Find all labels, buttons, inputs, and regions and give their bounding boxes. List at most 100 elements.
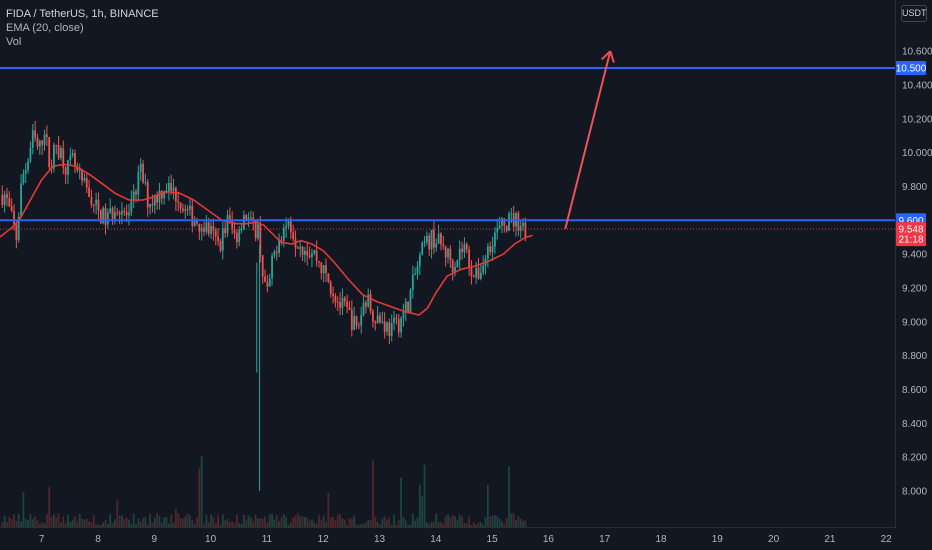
price-tick-label: 9.400 — [902, 250, 927, 261]
candle-body — [266, 281, 269, 287]
candle-body — [343, 297, 346, 302]
volume-bar — [517, 516, 520, 527]
volume-bar — [22, 492, 25, 527]
volume-bar — [451, 514, 454, 527]
volume-bar — [369, 520, 372, 527]
candle-body — [381, 321, 384, 323]
price-tick-label: 8.400 — [902, 419, 927, 430]
time-axis[interactable]: 7 8 9 10 11 12 13 14 15 16 17 18 19 20 21 22 — [39, 534, 892, 545]
volume-bar — [71, 520, 74, 527]
time-tick-label: 9 — [152, 534, 158, 545]
candle-body — [99, 210, 102, 224]
candle-body — [247, 218, 250, 220]
volume-bar — [379, 524, 381, 527]
candle-body — [29, 147, 32, 161]
candle-body — [217, 236, 220, 242]
time-tick-label: 16 — [543, 534, 555, 545]
volume-bar — [92, 515, 95, 527]
price-axis[interactable]: 10.600 10.400 10.200 10.000 9.800 9.400 9.200 9… — [902, 47, 932, 498]
candle-body — [508, 213, 510, 231]
volume-bar — [24, 518, 27, 527]
currency-badge[interactable]: USDT — [901, 5, 927, 22]
candle-body — [257, 224, 259, 239]
volume-bar — [111, 522, 114, 527]
price-label-badge — [896, 61, 926, 75]
volume-bar — [372, 460, 374, 527]
volume-bar — [501, 521, 503, 527]
volume-bar — [414, 520, 417, 527]
candle-body — [83, 178, 86, 181]
volume-bar — [6, 522, 8, 527]
candle-body — [458, 248, 461, 261]
candle-body — [275, 251, 278, 253]
volume-bar — [357, 524, 360, 527]
volume-bar — [468, 516, 471, 527]
volume-bar — [322, 516, 325, 527]
volume-bar — [470, 524, 473, 527]
volume-bar — [325, 521, 327, 527]
candle-body — [364, 302, 367, 307]
volume-bar — [165, 516, 168, 527]
candle-body — [224, 228, 227, 234]
time-tick-label: 15 — [487, 534, 499, 545]
volume-indicator-label[interactable]: Vol — [6, 36, 22, 48]
candle-body — [156, 194, 159, 203]
candle-body — [95, 199, 98, 205]
projection-arrow[interactable] — [564, 50, 615, 229]
volume-bar — [421, 495, 424, 527]
volume-bar — [484, 517, 487, 527]
candle-body — [170, 182, 173, 191]
candle-body — [425, 235, 428, 243]
time-tick-label: 18 — [655, 534, 667, 545]
volume-bar — [74, 516, 76, 527]
volume-bar — [327, 492, 330, 527]
candle-body — [151, 204, 154, 206]
candle-body — [118, 212, 121, 215]
candle-body — [383, 321, 386, 332]
volume-bar — [97, 524, 100, 527]
candle-body — [167, 182, 170, 193]
volume-bar — [207, 521, 210, 527]
candle-body — [228, 215, 231, 221]
volume-bar — [177, 513, 180, 527]
candle-body — [207, 222, 210, 234]
price-label-badge — [896, 222, 926, 247]
time-tick-label: 21 — [824, 534, 836, 545]
candle-body — [144, 182, 147, 184]
candle-body — [158, 190, 161, 203]
volume-bar — [287, 524, 290, 527]
candle-body — [414, 273, 417, 275]
volume-bar — [50, 516, 53, 527]
candle-body — [57, 145, 60, 159]
volume-bar — [153, 517, 156, 527]
volume-bar — [348, 518, 351, 527]
candle-body — [8, 198, 11, 207]
volume-bar — [477, 522, 480, 527]
volume-bar — [62, 516, 65, 527]
volume-bar — [214, 523, 217, 527]
volume-bar — [78, 513, 81, 527]
candle-body — [139, 163, 142, 172]
candle-body — [451, 260, 454, 272]
volume-bar — [409, 524, 412, 527]
volume-bar — [461, 516, 463, 527]
symbol-title[interactable]: FIDA / TetherUS, 1h, BINANCE — [6, 8, 159, 20]
volume-bar — [376, 522, 379, 527]
candle-body — [404, 301, 407, 313]
volume-bar — [83, 519, 86, 527]
volume-bar — [289, 522, 292, 527]
candle-body — [24, 169, 27, 174]
candle-body — [510, 213, 513, 215]
volume-bar — [221, 514, 224, 527]
price-tick-label: 8.200 — [902, 453, 927, 464]
volume-bar — [388, 517, 391, 527]
ema-indicator-label[interactable]: EMA (20, close) — [6, 22, 84, 34]
volume-bar — [404, 520, 407, 527]
candle-body — [174, 187, 177, 202]
candle-body — [3, 194, 6, 206]
volume-bar — [95, 524, 98, 527]
time-tick-label: 8 — [95, 534, 101, 545]
volume-bar — [433, 521, 435, 527]
